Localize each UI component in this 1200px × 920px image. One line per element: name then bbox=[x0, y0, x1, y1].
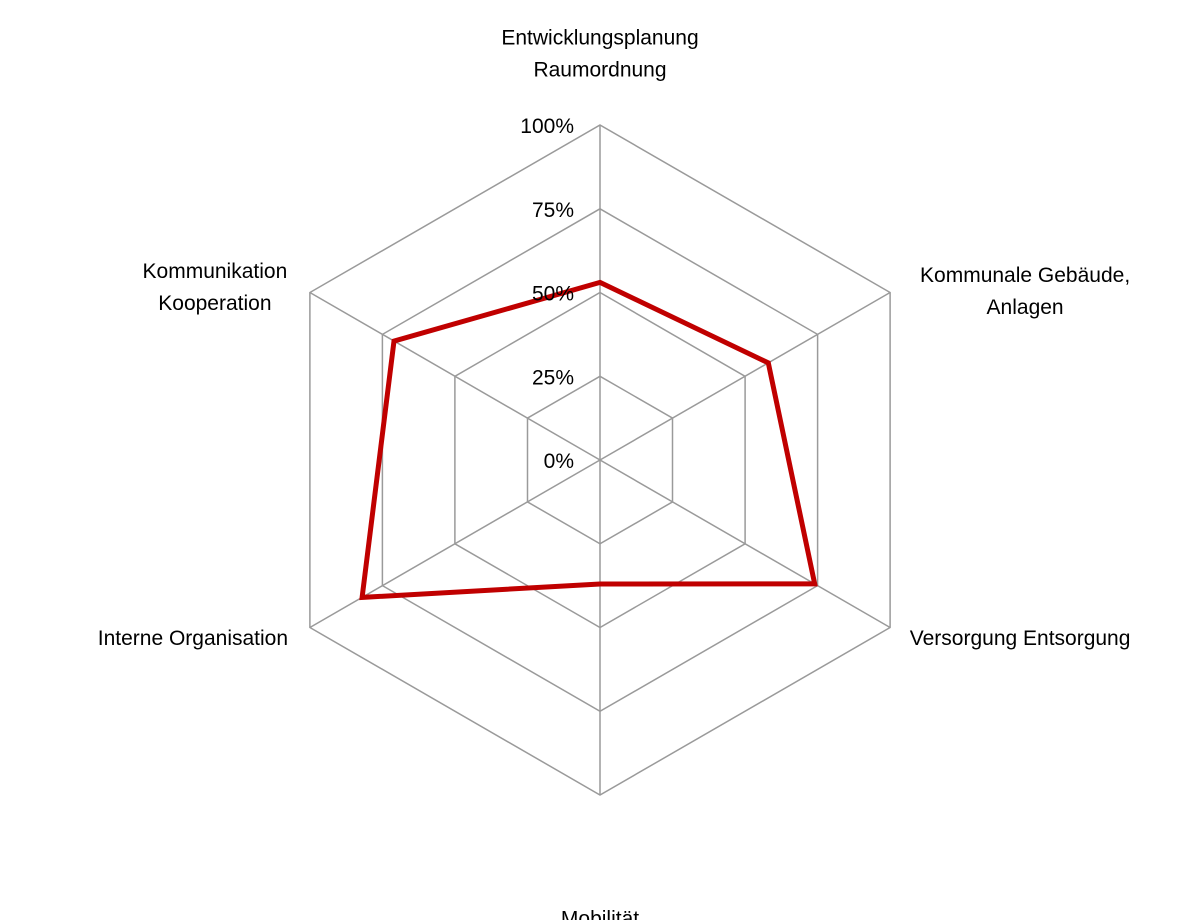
axis-label: Kooperation bbox=[158, 292, 271, 315]
series-line bbox=[359, 279, 818, 601]
tick-label: 50% bbox=[532, 283, 574, 306]
tick-label: 100% bbox=[520, 115, 574, 138]
axis-label: Anlagen bbox=[987, 296, 1064, 319]
radar-tick-labels: 0% 25% 50% 75% 100% bbox=[520, 115, 574, 473]
axis-label: Interne Organisation bbox=[98, 627, 288, 650]
axis-label: Versorgung Entsorgung bbox=[910, 627, 1131, 650]
axis-label: Mobilität bbox=[561, 908, 639, 920]
axis-label: Raumordnung bbox=[533, 59, 666, 82]
axis-label: Kommunikation bbox=[143, 260, 288, 283]
radar-axis-labels: Entwicklungsplanung Raumordnung Kommunale … bbox=[98, 27, 1131, 920]
grid-spoke bbox=[599, 459, 891, 629]
grid-spoke bbox=[309, 459, 601, 629]
tick-label: 75% bbox=[532, 199, 574, 222]
grid-spoke bbox=[599, 291, 891, 461]
tick-label: 0% bbox=[544, 450, 574, 473]
radar-grid bbox=[309, 124, 891, 796]
axis-label: Kommunale Gebäude, bbox=[920, 264, 1130, 287]
radar-series bbox=[359, 279, 818, 601]
tick-label: 25% bbox=[532, 366, 574, 389]
axis-label: Entwicklungsplanung bbox=[501, 27, 698, 50]
grid-spoke bbox=[309, 291, 601, 461]
